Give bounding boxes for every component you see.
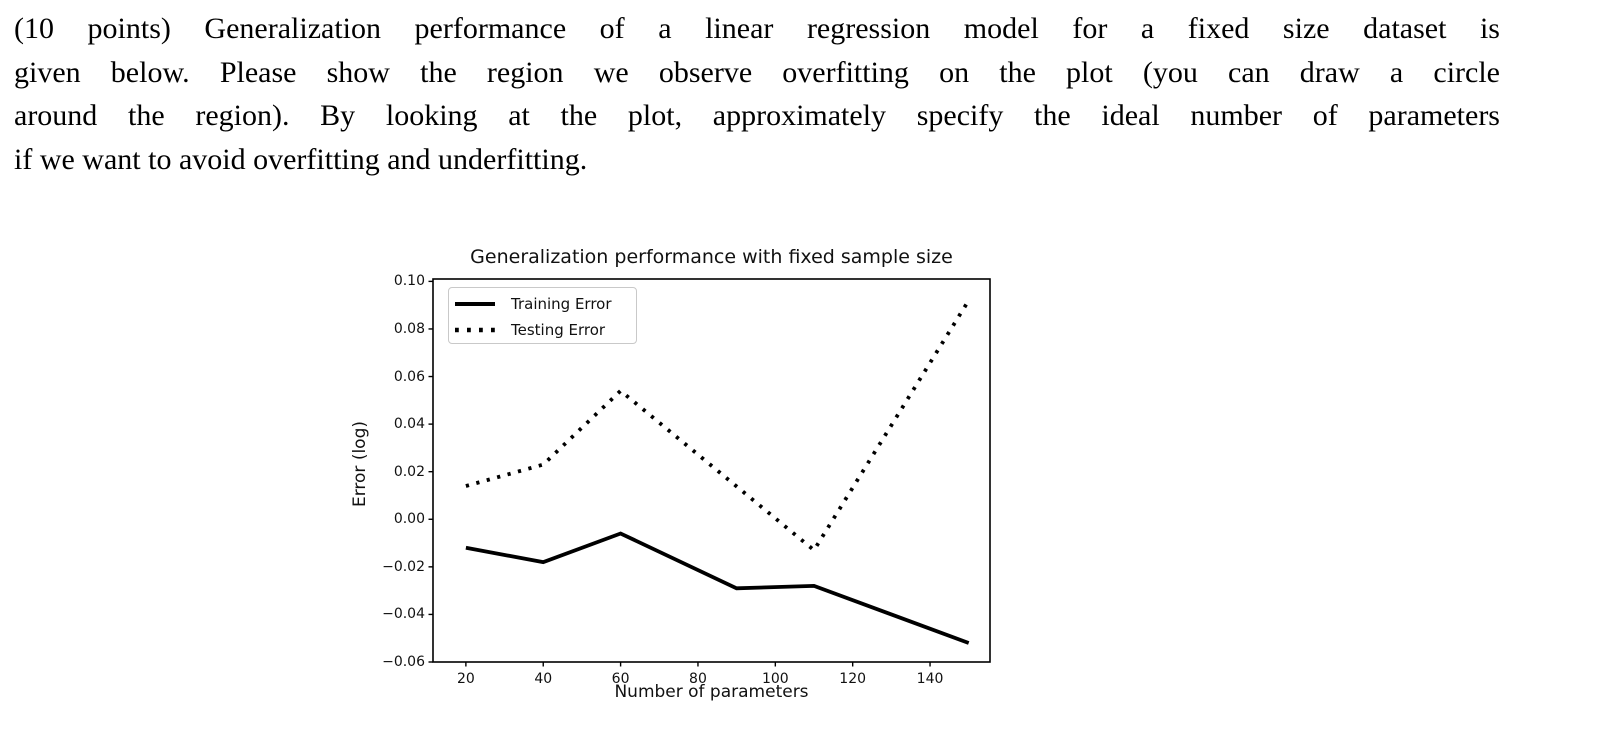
legend-item-training: Training Error: [454, 291, 630, 317]
training-error-line: [465, 531, 970, 645]
plot-frame: [432, 278, 991, 663]
question-paragraph: (10 points) Generalization performance o…: [14, 7, 1500, 181]
y-tick-label: 0.04: [393, 416, 425, 433]
x-tick-label: 60: [611, 671, 630, 687]
testing-line-sample-icon: [455, 327, 495, 333]
legend-label-training: Training Error: [511, 295, 612, 313]
question-line-2: given below. Please show the region we o…: [14, 55, 1500, 89]
y-tick-label: 0.00: [393, 511, 425, 528]
legend-item-testing: Testing Error: [454, 317, 630, 343]
x-tick-label: 120: [839, 671, 867, 687]
x-tick-label: 140: [916, 671, 944, 687]
legend-label-testing: Testing Error: [511, 321, 606, 339]
y-tick-label: 0.08: [393, 320, 425, 337]
y-tick-label: 0.06: [393, 368, 425, 385]
legend: Training Error Testing Error: [448, 287, 637, 344]
x-tick-label: 80: [689, 671, 707, 687]
y-tick-label: −0.06: [382, 654, 425, 670]
y-tick-label: 0.10: [393, 273, 425, 290]
training-line-sample-icon: [455, 302, 495, 306]
x-tick-label: 20: [456, 671, 475, 687]
chart-title: Generalization performance with fixed sa…: [470, 246, 953, 268]
x-tick-label: 40: [534, 671, 553, 687]
question-line-1: (10 points) Generalization performance o…: [14, 12, 1500, 45]
x-tick-label: 100: [761, 671, 789, 687]
y-tick-label: −0.04: [382, 606, 425, 623]
question-line-3: around the region). By looking at the pl…: [14, 99, 1500, 132]
y-tick-label: 0.02: [393, 463, 425, 480]
question-line-4: if we want to avoid overfitting and unde…: [14, 142, 588, 176]
y-tick-label: −0.02: [382, 558, 425, 575]
x-axis-label: Number of parameters: [614, 682, 809, 702]
